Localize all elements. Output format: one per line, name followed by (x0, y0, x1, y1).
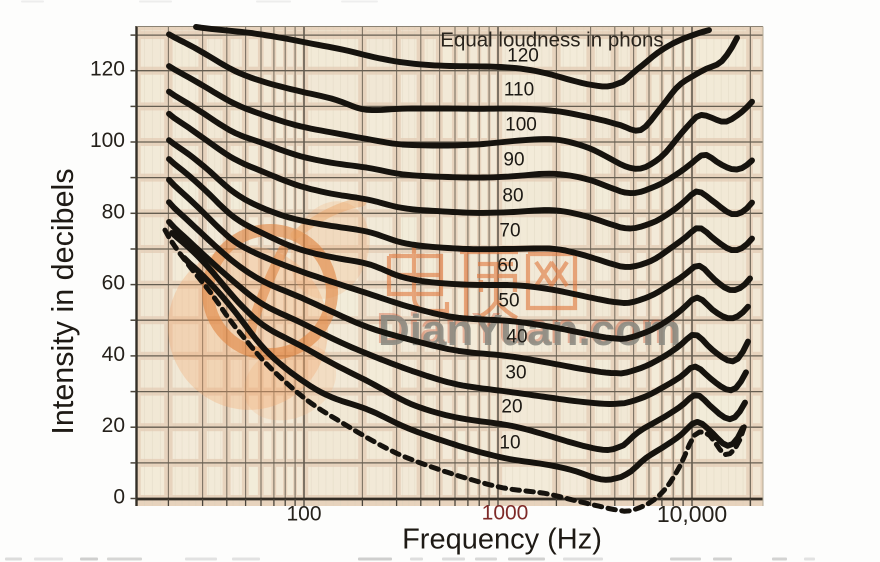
svg-text:120: 120 (507, 46, 539, 67)
svg-text:30: 30 (505, 363, 526, 384)
svg-text:10,000: 10,000 (657, 501, 727, 527)
svg-text:40: 40 (506, 327, 527, 348)
svg-text:100: 100 (90, 129, 125, 152)
svg-text:90: 90 (503, 150, 524, 171)
svg-text:Intensity in decibels: Intensity in decibels (46, 168, 80, 434)
svg-text:80: 80 (102, 200, 125, 223)
svg-text:60: 60 (102, 272, 125, 295)
svg-text:80: 80 (502, 186, 523, 207)
svg-text:40: 40 (102, 343, 125, 366)
svg-text:70: 70 (499, 221, 520, 242)
svg-text:50: 50 (498, 291, 519, 312)
svg-text:20: 20 (102, 414, 125, 437)
svg-text:60: 60 (497, 256, 518, 277)
svg-text:0: 0 (113, 486, 125, 509)
svg-text:Frequency (Hz): Frequency (Hz) (402, 524, 602, 556)
svg-text:110: 110 (504, 80, 534, 101)
svg-text:1000: 1000 (482, 502, 529, 525)
svg-text:Equal loudness in phons: Equal loudness in phons (440, 29, 663, 52)
svg-text:20: 20 (501, 397, 522, 418)
svg-text:100: 100 (505, 115, 537, 136)
svg-text:10: 10 (499, 433, 520, 454)
svg-text:100: 100 (286, 503, 321, 526)
svg-text:120: 120 (90, 58, 125, 81)
